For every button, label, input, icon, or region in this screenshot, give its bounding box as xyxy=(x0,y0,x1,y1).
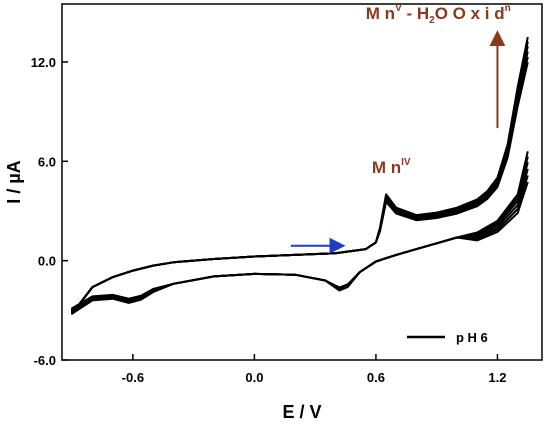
annotation-mn-v-sup: V xyxy=(395,3,402,14)
cv-curves xyxy=(71,36,529,315)
x-tick-label: 0.6 xyxy=(367,370,385,385)
y-tick-label: 12.0 xyxy=(31,55,56,70)
plot-frame xyxy=(61,3,543,361)
cv-cycle-line xyxy=(71,41,529,315)
annotation-mn-v-sub: 2 xyxy=(429,15,435,26)
x-tick-label: 0.0 xyxy=(245,370,263,385)
legend: p H 6 xyxy=(407,330,488,345)
cv-cycle-line xyxy=(71,51,529,315)
y-axis-title: I / µA xyxy=(4,160,24,203)
annotation-mn-iv: M nIV xyxy=(372,157,411,177)
y-tick-label: 0.0 xyxy=(38,254,56,269)
x-axis-title: E / V xyxy=(282,402,321,422)
annotation-mn-v-rest: - H xyxy=(402,4,429,23)
cv-cycle-line xyxy=(71,45,529,315)
annotation-mn-v-h2o-oxid: M nV - H2O O x i dn xyxy=(366,3,511,26)
y-tick-label: 6.0 xyxy=(38,154,56,169)
annotation-mn-v-base: M n xyxy=(366,4,395,23)
annotation-mn-v-rest2: O O x i d xyxy=(435,4,505,23)
annotation-mn-iv-base: M n xyxy=(372,158,401,177)
x-tick-label: -0.6 xyxy=(122,370,144,385)
y-tick-label: -6.0 xyxy=(34,353,56,368)
axis-ticks: -0.6 0.0 0.6 1.2 -6.0 0.0 6.0 12.0 xyxy=(31,55,507,385)
annotation-mn-iv-sup: IV xyxy=(401,157,411,168)
cv-cycle-line xyxy=(71,36,529,315)
legend-label: p H 6 xyxy=(456,330,488,345)
x-tick-label: 1.2 xyxy=(488,370,506,385)
annotation-mn-v-sup2: n xyxy=(505,3,511,14)
